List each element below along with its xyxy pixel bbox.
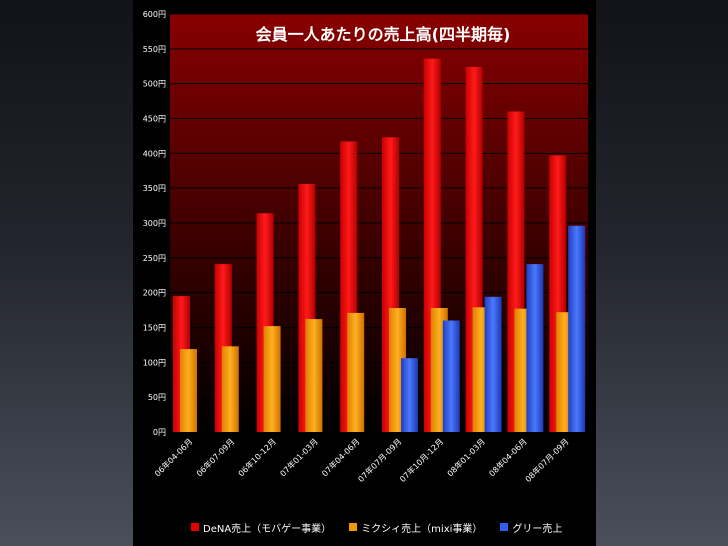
chart-title: 会員一人あたりの売上高(四半期毎) [256, 25, 511, 44]
bar-gree [401, 358, 418, 432]
y-tick-label: 450円 [143, 115, 166, 124]
y-tick-label: 350円 [143, 184, 166, 193]
x-tick-label: 07年01-03月 [278, 436, 320, 478]
bar-chart: 0円 50円 100円 150円 200円 250円 300円 350円 400円 450円 500… [143, 10, 588, 484]
y-tick-label: 50円 [148, 393, 166, 402]
legend-label: グリー売上 [512, 523, 563, 535]
x-tick-label: 08年04-06月 [487, 436, 529, 478]
bar-mixi [347, 312, 365, 432]
bar-gree [568, 225, 586, 432]
chart-legend: DeNA売上（モバゲー事業） ミクシィ売上（mixi事業） グリー売上 [191, 516, 591, 538]
bar-mixi [221, 346, 239, 432]
bar-gree [484, 296, 502, 432]
bar-gree [442, 320, 460, 432]
legend-swatch [191, 523, 199, 531]
slide: 0円 50円 100円 150円 200円 250円 300円 350円 400円 450円 500… [133, 0, 596, 546]
y-tick-label: 0円 [153, 428, 166, 437]
y-tick-label: 550円 [143, 45, 166, 54]
legend-item: ミクシィ売上（mixi事業） [349, 520, 482, 535]
y-tick-label: 400円 [143, 149, 166, 158]
legend-label: DeNA売上（モバゲー事業） [203, 523, 332, 535]
bar-mixi [305, 319, 323, 432]
y-tick-label: 250円 [143, 254, 166, 263]
legend-item: グリー売上 [500, 520, 562, 535]
bar-mixi [263, 326, 281, 432]
y-tick-label: 150円 [143, 324, 166, 333]
legend-swatch [500, 523, 509, 531]
x-tick-label: 06年04-06月 [152, 436, 194, 478]
legend-item: DeNA売上（モバゲー事業） [191, 520, 331, 535]
y-tick-label: 500円 [143, 80, 166, 89]
x-tick-label: 08年07月-09月 [523, 436, 571, 484]
bar-gree [526, 264, 544, 432]
bar-mixi [180, 349, 197, 432]
x-tick-label: 06年10-12月 [236, 436, 278, 478]
x-tick-label: 07年04-06月 [320, 436, 362, 478]
legend-label: ミクシィ売上（mixi事業） [361, 523, 483, 535]
y-tick-label: 200円 [143, 289, 166, 298]
legend-swatch [349, 523, 358, 531]
x-tick-label: 07年10月-12月 [398, 436, 446, 484]
x-tick-label: 07年07月-09月 [356, 436, 404, 484]
y-tick-label: 600円 [143, 10, 166, 19]
x-tick-label: 08年01-03月 [445, 436, 487, 478]
y-tick-label: 100円 [143, 358, 166, 367]
y-tick-label: 300円 [143, 219, 166, 228]
x-tick-label: 06年07-09月 [194, 436, 236, 478]
